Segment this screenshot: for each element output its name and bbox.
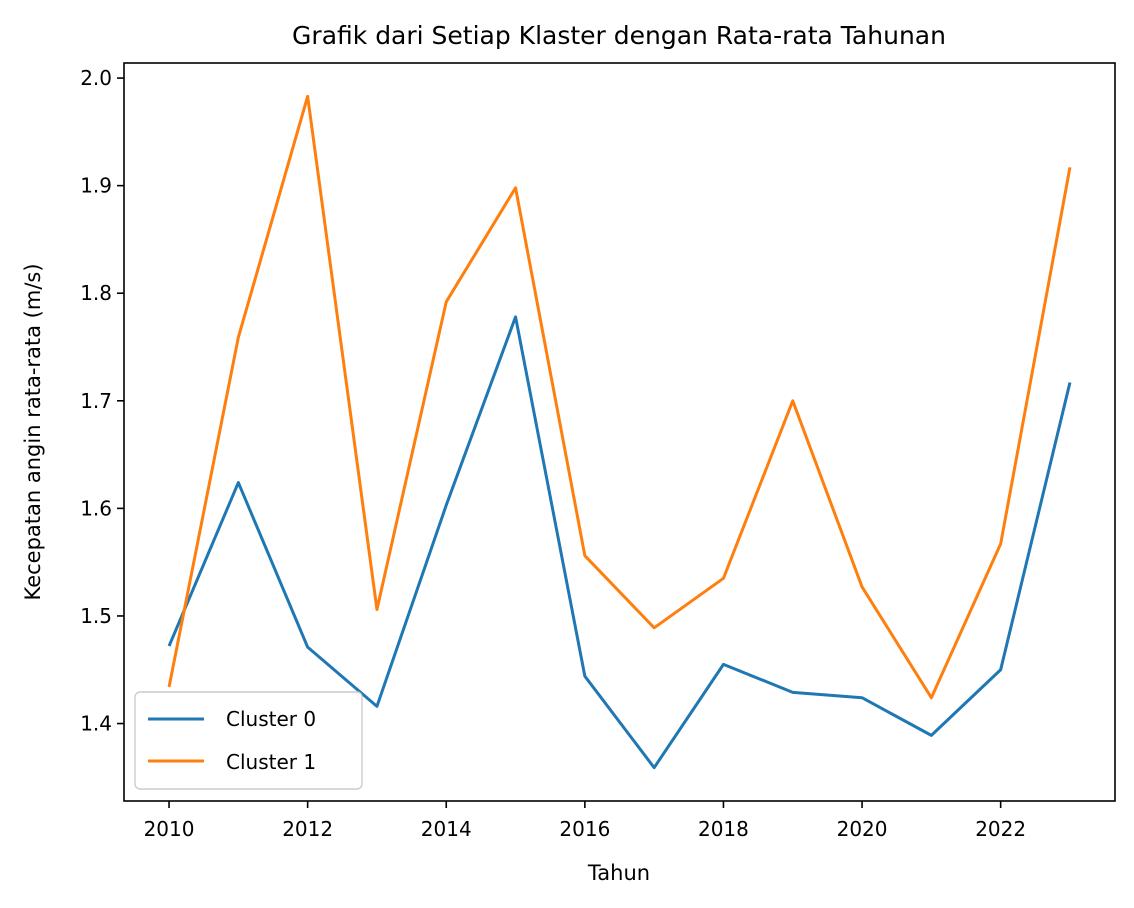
x-tick-label: 2018 bbox=[698, 817, 749, 841]
legend-box bbox=[134, 691, 363, 790]
x-tick-label: 2014 bbox=[421, 817, 472, 841]
series-line-cluster-0 bbox=[167, 315, 1072, 770]
x-axis-title: Tahun bbox=[587, 861, 650, 885]
y-tick-label: 1.5 bbox=[80, 604, 112, 628]
y-tick-label: 2.0 bbox=[80, 66, 112, 90]
x-tick-label: 2020 bbox=[837, 817, 888, 841]
plot-frame bbox=[123, 62, 1116, 802]
x-tick-label: 2012 bbox=[282, 817, 333, 841]
x-axis: 2010 2012 2014 2016 2018 2020 2022 bbox=[144, 801, 1026, 841]
x-tick-label: 2022 bbox=[975, 817, 1026, 841]
y-axis: 1.4 1.5 1.6 1.7 1.8 1.9 2.0 bbox=[80, 66, 124, 736]
y-tick-label: 1.8 bbox=[80, 281, 112, 305]
y-tick-label: 1.4 bbox=[80, 712, 112, 736]
legend: Cluster 0 Cluster 1 bbox=[134, 691, 363, 790]
x-tick-label: 2010 bbox=[144, 817, 195, 841]
y-tick-label: 1.9 bbox=[80, 174, 112, 198]
legend-label-cluster-0: Cluster 0 bbox=[226, 707, 316, 731]
y-axis-title: Kecepatan angin rata-rata (m/s) bbox=[21, 263, 45, 600]
legend-label-cluster-1: Cluster 1 bbox=[226, 750, 316, 774]
series-line-cluster-1 bbox=[167, 94, 1072, 700]
x-tick-label: 2016 bbox=[559, 817, 610, 841]
series-layer bbox=[167, 94, 1072, 770]
chart-title: Grafik dari Setiap Klaster dengan Rata-r… bbox=[292, 21, 946, 50]
y-tick-label: 1.6 bbox=[80, 496, 112, 520]
y-tick-label: 1.7 bbox=[80, 389, 112, 413]
